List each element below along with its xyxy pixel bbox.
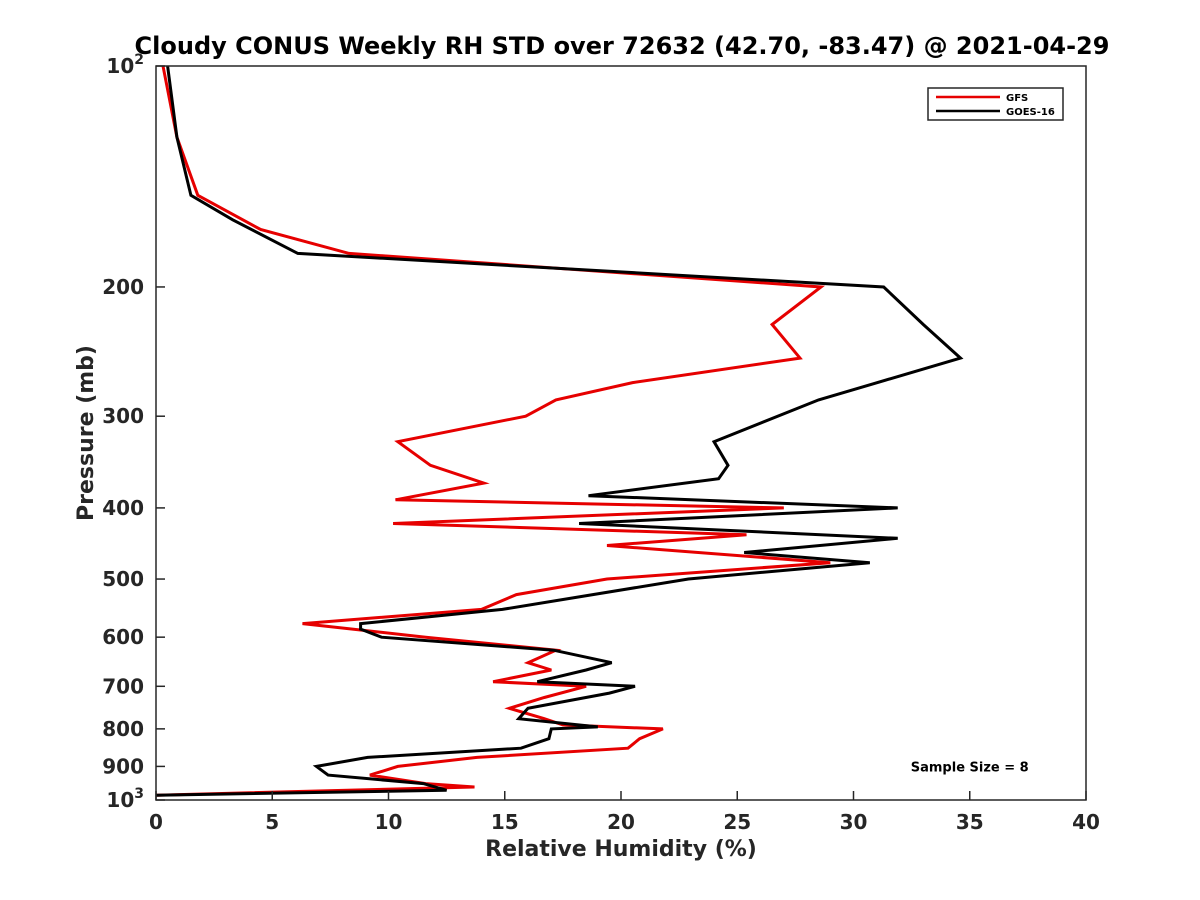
y-axis-label: Pressure (mb) bbox=[74, 345, 99, 521]
x-tick-label: 30 bbox=[840, 810, 868, 834]
chart-title: Cloudy CONUS Weekly RH STD over 72632 (4… bbox=[135, 32, 1110, 60]
legend: GFS GOES-16 bbox=[927, 87, 1064, 121]
x-tick-label: 5 bbox=[265, 810, 279, 834]
series-line-goes-16 bbox=[155, 65, 964, 797]
x-tick-label: 40 bbox=[1072, 810, 1100, 834]
y-tick-label: 900 bbox=[102, 754, 144, 778]
y-tick-label: 300 bbox=[102, 404, 144, 428]
y-tick-label: 700 bbox=[102, 674, 144, 698]
y-tick-label: 103 bbox=[106, 786, 144, 812]
legend-box bbox=[927, 87, 1064, 121]
legend-entry-label: GFS bbox=[1006, 93, 1028, 104]
y-tick-label: 500 bbox=[102, 567, 144, 591]
x-axis-label: Relative Humidity (%) bbox=[485, 837, 757, 862]
x-tick-label: 15 bbox=[491, 810, 519, 834]
y-axis: 102 200 300 400 500 600 700 800 900 103 bbox=[102, 52, 165, 812]
y-tick-label: 102 bbox=[106, 52, 144, 78]
sample-size-annotation: Sample Size = 8 bbox=[911, 760, 1029, 775]
series-line-gfs bbox=[155, 65, 831, 797]
series-lines bbox=[155, 65, 964, 797]
x-axis: 0 5 10 15 20 25 30 35 40 bbox=[149, 791, 1100, 834]
x-tick-label: 25 bbox=[723, 810, 751, 834]
y-tick-label: 400 bbox=[102, 496, 144, 520]
y-tick-label: 800 bbox=[102, 717, 144, 741]
x-tick-label: 0 bbox=[149, 810, 163, 834]
y-tick-label: 200 bbox=[102, 275, 144, 299]
x-tick-label: 20 bbox=[607, 810, 635, 834]
legend-entry-label: GOES-16 bbox=[1006, 107, 1055, 118]
y-tick-label: 600 bbox=[102, 625, 144, 649]
x-tick-label: 35 bbox=[956, 810, 984, 834]
x-tick-label: 10 bbox=[375, 810, 403, 834]
